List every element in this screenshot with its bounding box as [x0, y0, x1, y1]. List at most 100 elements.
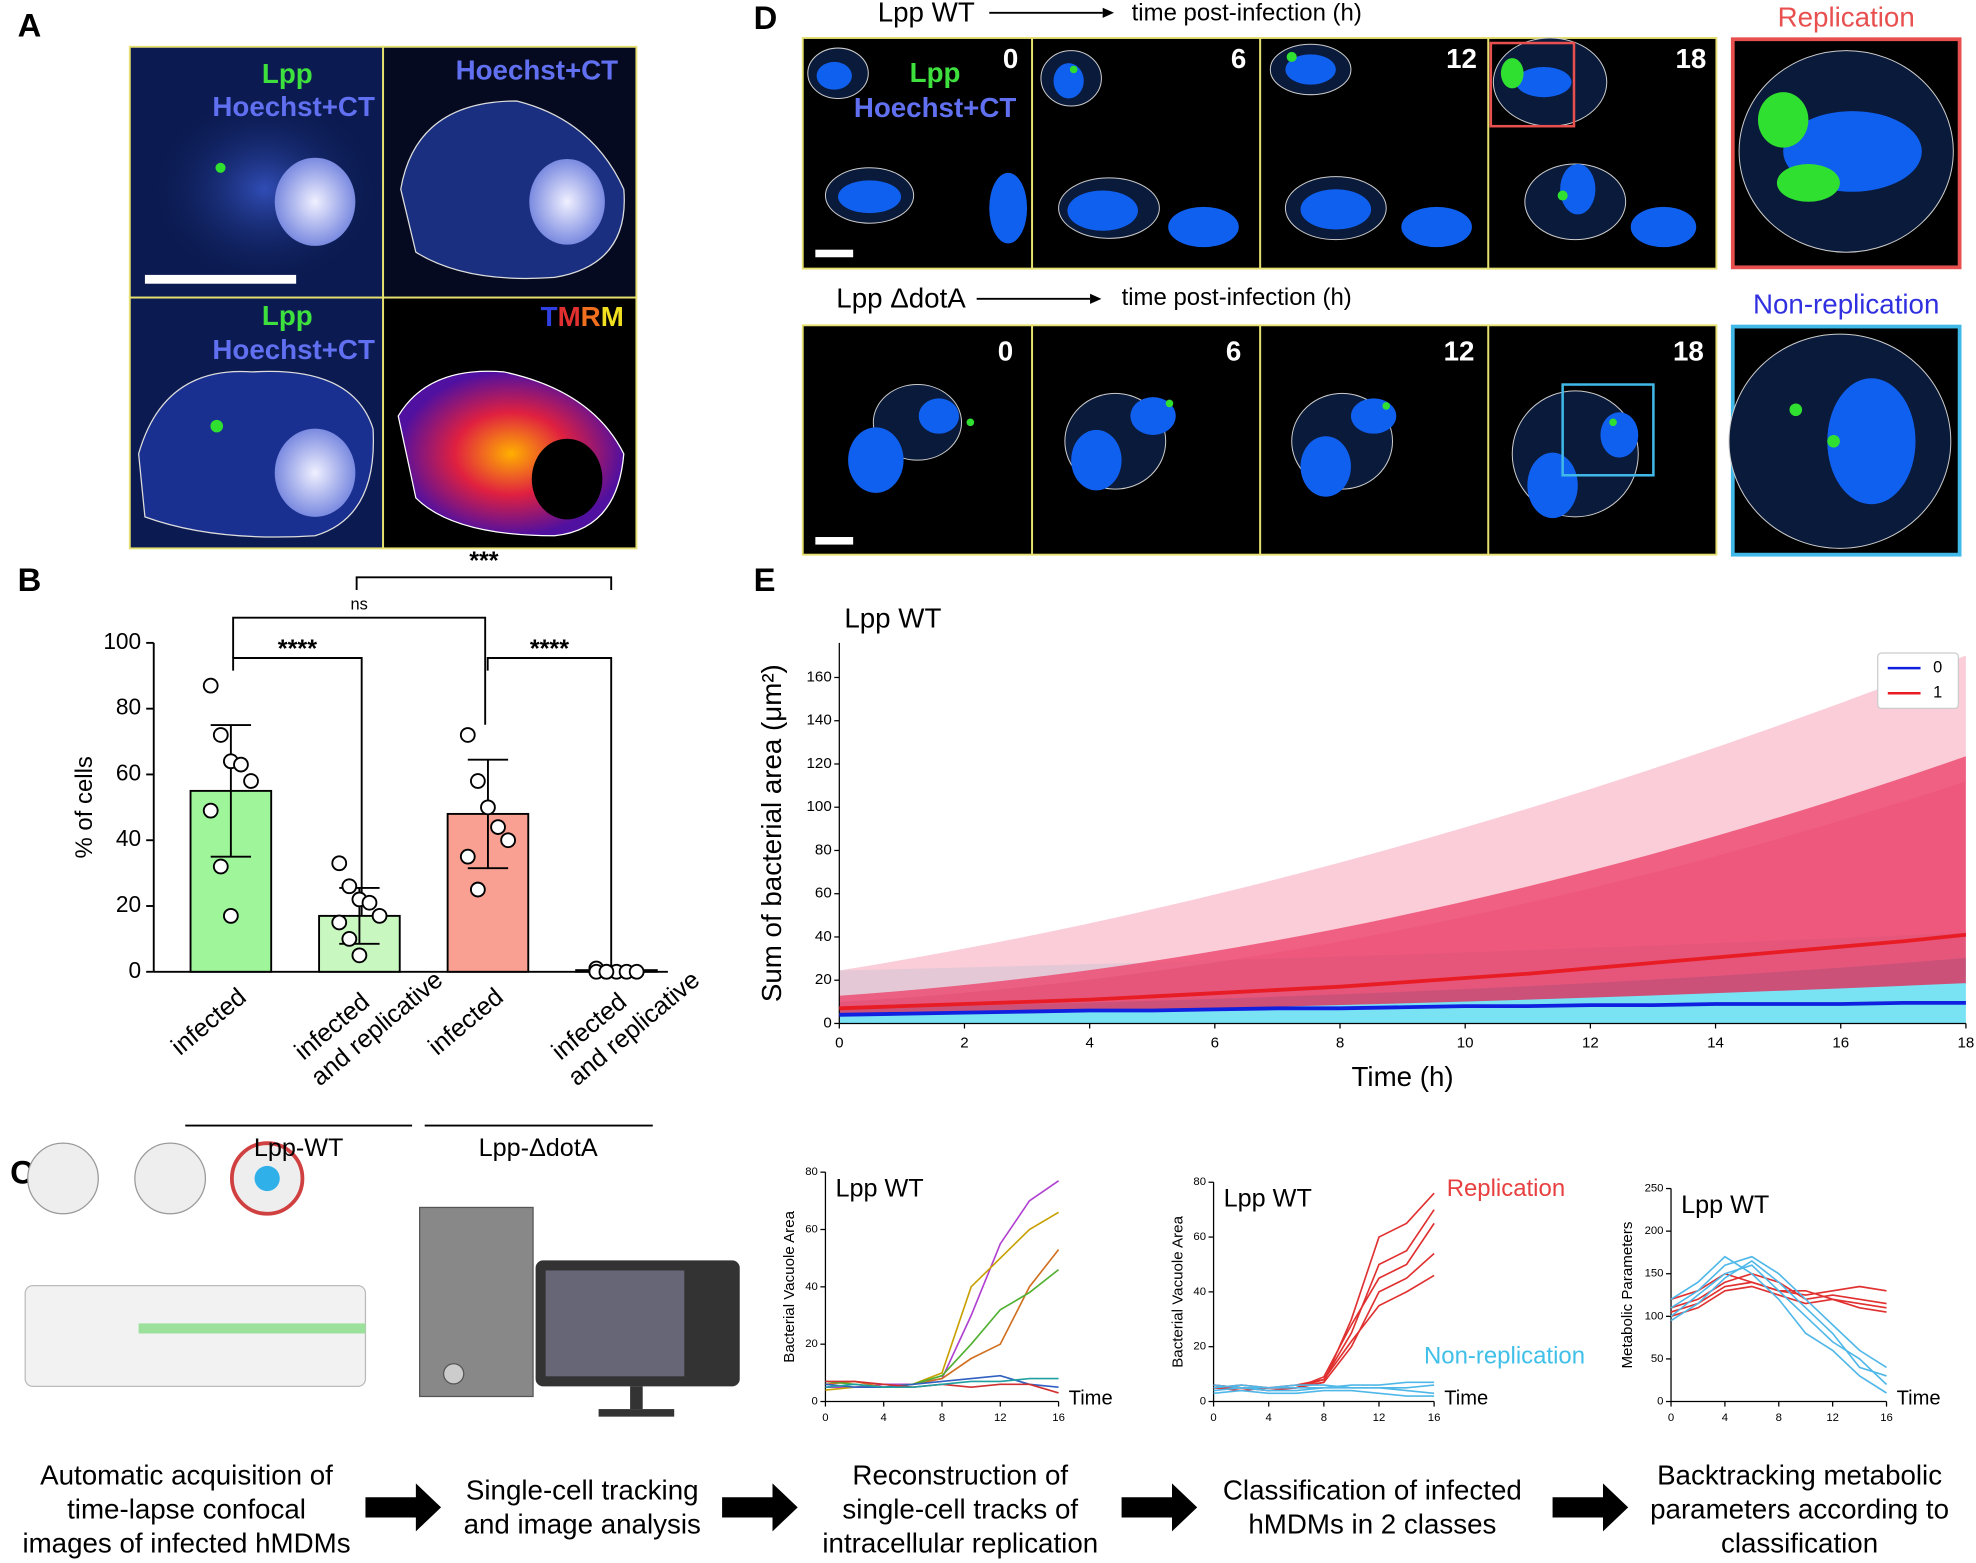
time-label: 12 [1444, 335, 1475, 366]
data-point [459, 848, 476, 865]
nucleus [1516, 66, 1572, 98]
chart-title: Lpp WT [836, 1174, 924, 1202]
significance-label: **** [278, 635, 317, 663]
panel-letter: B [18, 561, 42, 598]
step-caption: hMDMs in 2 classes [1248, 1509, 1496, 1540]
x-tick-label: 12 [1582, 1035, 1599, 1052]
stain-label: Lpp [262, 300, 313, 331]
y-tick-label: 80 [1193, 1176, 1206, 1188]
series-line [825, 1377, 1059, 1389]
flow-arrow [1552, 1483, 1629, 1532]
x-axis-label: Time (h) [1352, 1061, 1454, 1092]
y-tick-label: 160 [807, 668, 832, 685]
bacterium [210, 419, 224, 433]
nucleus [1401, 206, 1472, 248]
y-axis-label: Sum of bacterial area (μm²) [756, 664, 787, 1002]
data-point [490, 819, 506, 835]
data-point [222, 907, 239, 924]
time-label: 6 [1226, 335, 1241, 366]
stain-label: Hoechst+CT [212, 334, 375, 365]
panel-d-micrographs [801, 7, 1962, 557]
series-line [825, 1211, 1059, 1391]
data-point [351, 947, 368, 964]
time-label: 12 [1446, 43, 1477, 74]
bracket [355, 576, 613, 590]
y-tick-label: 0 [823, 1014, 831, 1031]
y-tick-label: 0 [1200, 1396, 1206, 1408]
x-axis-label: Time [1897, 1387, 1941, 1409]
x-tick-label: 6 [1211, 1035, 1219, 1052]
y-tick-label: 200 [1645, 1225, 1664, 1237]
step-caption: Single-cell tracking [466, 1475, 699, 1506]
series-line [1213, 1192, 1435, 1389]
stain-label: TMRM [541, 301, 624, 332]
row-title: Lpp WT [878, 0, 975, 27]
bacterium [1165, 399, 1174, 408]
significance-label: *** [469, 547, 499, 575]
data-point [212, 727, 229, 743]
y-tick-label: 40 [1193, 1286, 1206, 1298]
y-tick-label: 20 [116, 891, 141, 917]
bacterium [1757, 92, 1809, 148]
x-tick-label: 16 [1052, 1412, 1065, 1424]
step-caption: Automatic acquisition of [40, 1459, 333, 1490]
step-caption: Backtracking metabolic [1657, 1459, 1942, 1490]
x-tick-label: 12 [1826, 1412, 1839, 1424]
group-label: Lpp-ΔdotA [479, 1134, 598, 1162]
line-chart: 0 4 8 12 16 0 50 100 150 200 250 Lpp WT Time Metaboli… [1619, 1183, 1940, 1424]
y-tick-label: 140 [807, 712, 832, 729]
time-label: 0 [998, 335, 1013, 366]
x-tick-label: 10 [1457, 1035, 1474, 1052]
y-tick-label: 80 [805, 1166, 818, 1178]
x-tick-label: 12 [994, 1412, 1007, 1424]
zoom-box [1489, 41, 1576, 128]
data-point [341, 878, 358, 895]
x-tick-label: 0 [1668, 1412, 1674, 1424]
nucleus [1527, 452, 1578, 519]
stain-label: Hoechst+CT [854, 92, 1017, 123]
series-line [1213, 1209, 1435, 1392]
nucleus [838, 180, 902, 214]
y-tick-label: 100 [1645, 1310, 1664, 1322]
x-tick-label: 8 [939, 1412, 945, 1424]
y-tick-label: 0 [1657, 1396, 1663, 1408]
panel-c-illustrations [24, 1141, 740, 1417]
x-tick-label: 8 [1776, 1412, 1782, 1424]
error-bar [210, 724, 252, 858]
step-caption: classification [1721, 1528, 1878, 1559]
step-caption: time-lapse confocal [67, 1493, 306, 1524]
time-label: 0 [1003, 43, 1018, 74]
nucleus [1630, 206, 1697, 248]
y-tick-label: 20 [805, 1338, 818, 1350]
nucleus [1053, 63, 1084, 99]
x-tick-label: 0 [1210, 1412, 1216, 1424]
text-part: M [601, 301, 624, 332]
bracket [232, 616, 487, 725]
x-tick-label: 16 [1880, 1412, 1893, 1424]
text-part: R [581, 301, 601, 332]
bacterium [1609, 418, 1617, 427]
y-tick-label: 60 [805, 1224, 818, 1236]
y-tick-label: 20 [815, 971, 832, 988]
computer-tower [419, 1206, 534, 1398]
flow-arrow [1121, 1483, 1198, 1532]
data-point [361, 894, 378, 911]
x-tick-label: 4 [1085, 1035, 1093, 1052]
bacterium [215, 162, 226, 173]
series-line [839, 932, 1967, 1011]
data-point [212, 858, 229, 875]
nucleus [1300, 436, 1351, 497]
line-chart: 0 4 8 12 16 0 20 40 60 80 Lpp WT Time Bacterial Vacu… [781, 1166, 1113, 1424]
x-tick-label: 2 [960, 1035, 968, 1052]
time-label: 6 [1231, 43, 1246, 74]
step-caption: parameters according to [1650, 1493, 1949, 1524]
scale-bar [144, 274, 297, 284]
class-label: Non-replication [1424, 1343, 1585, 1370]
nucleus [989, 172, 1028, 244]
monitor-screen [545, 1270, 685, 1377]
stain-label: Lpp [262, 58, 313, 89]
bracket [486, 657, 613, 972]
step-caption: and image analysis [464, 1509, 701, 1540]
arrowhead [1090, 293, 1102, 304]
line-chart: 0 2 4 6 8 10 12 14 16 18020406080100120140160Lpp … [756, 603, 1974, 1093]
